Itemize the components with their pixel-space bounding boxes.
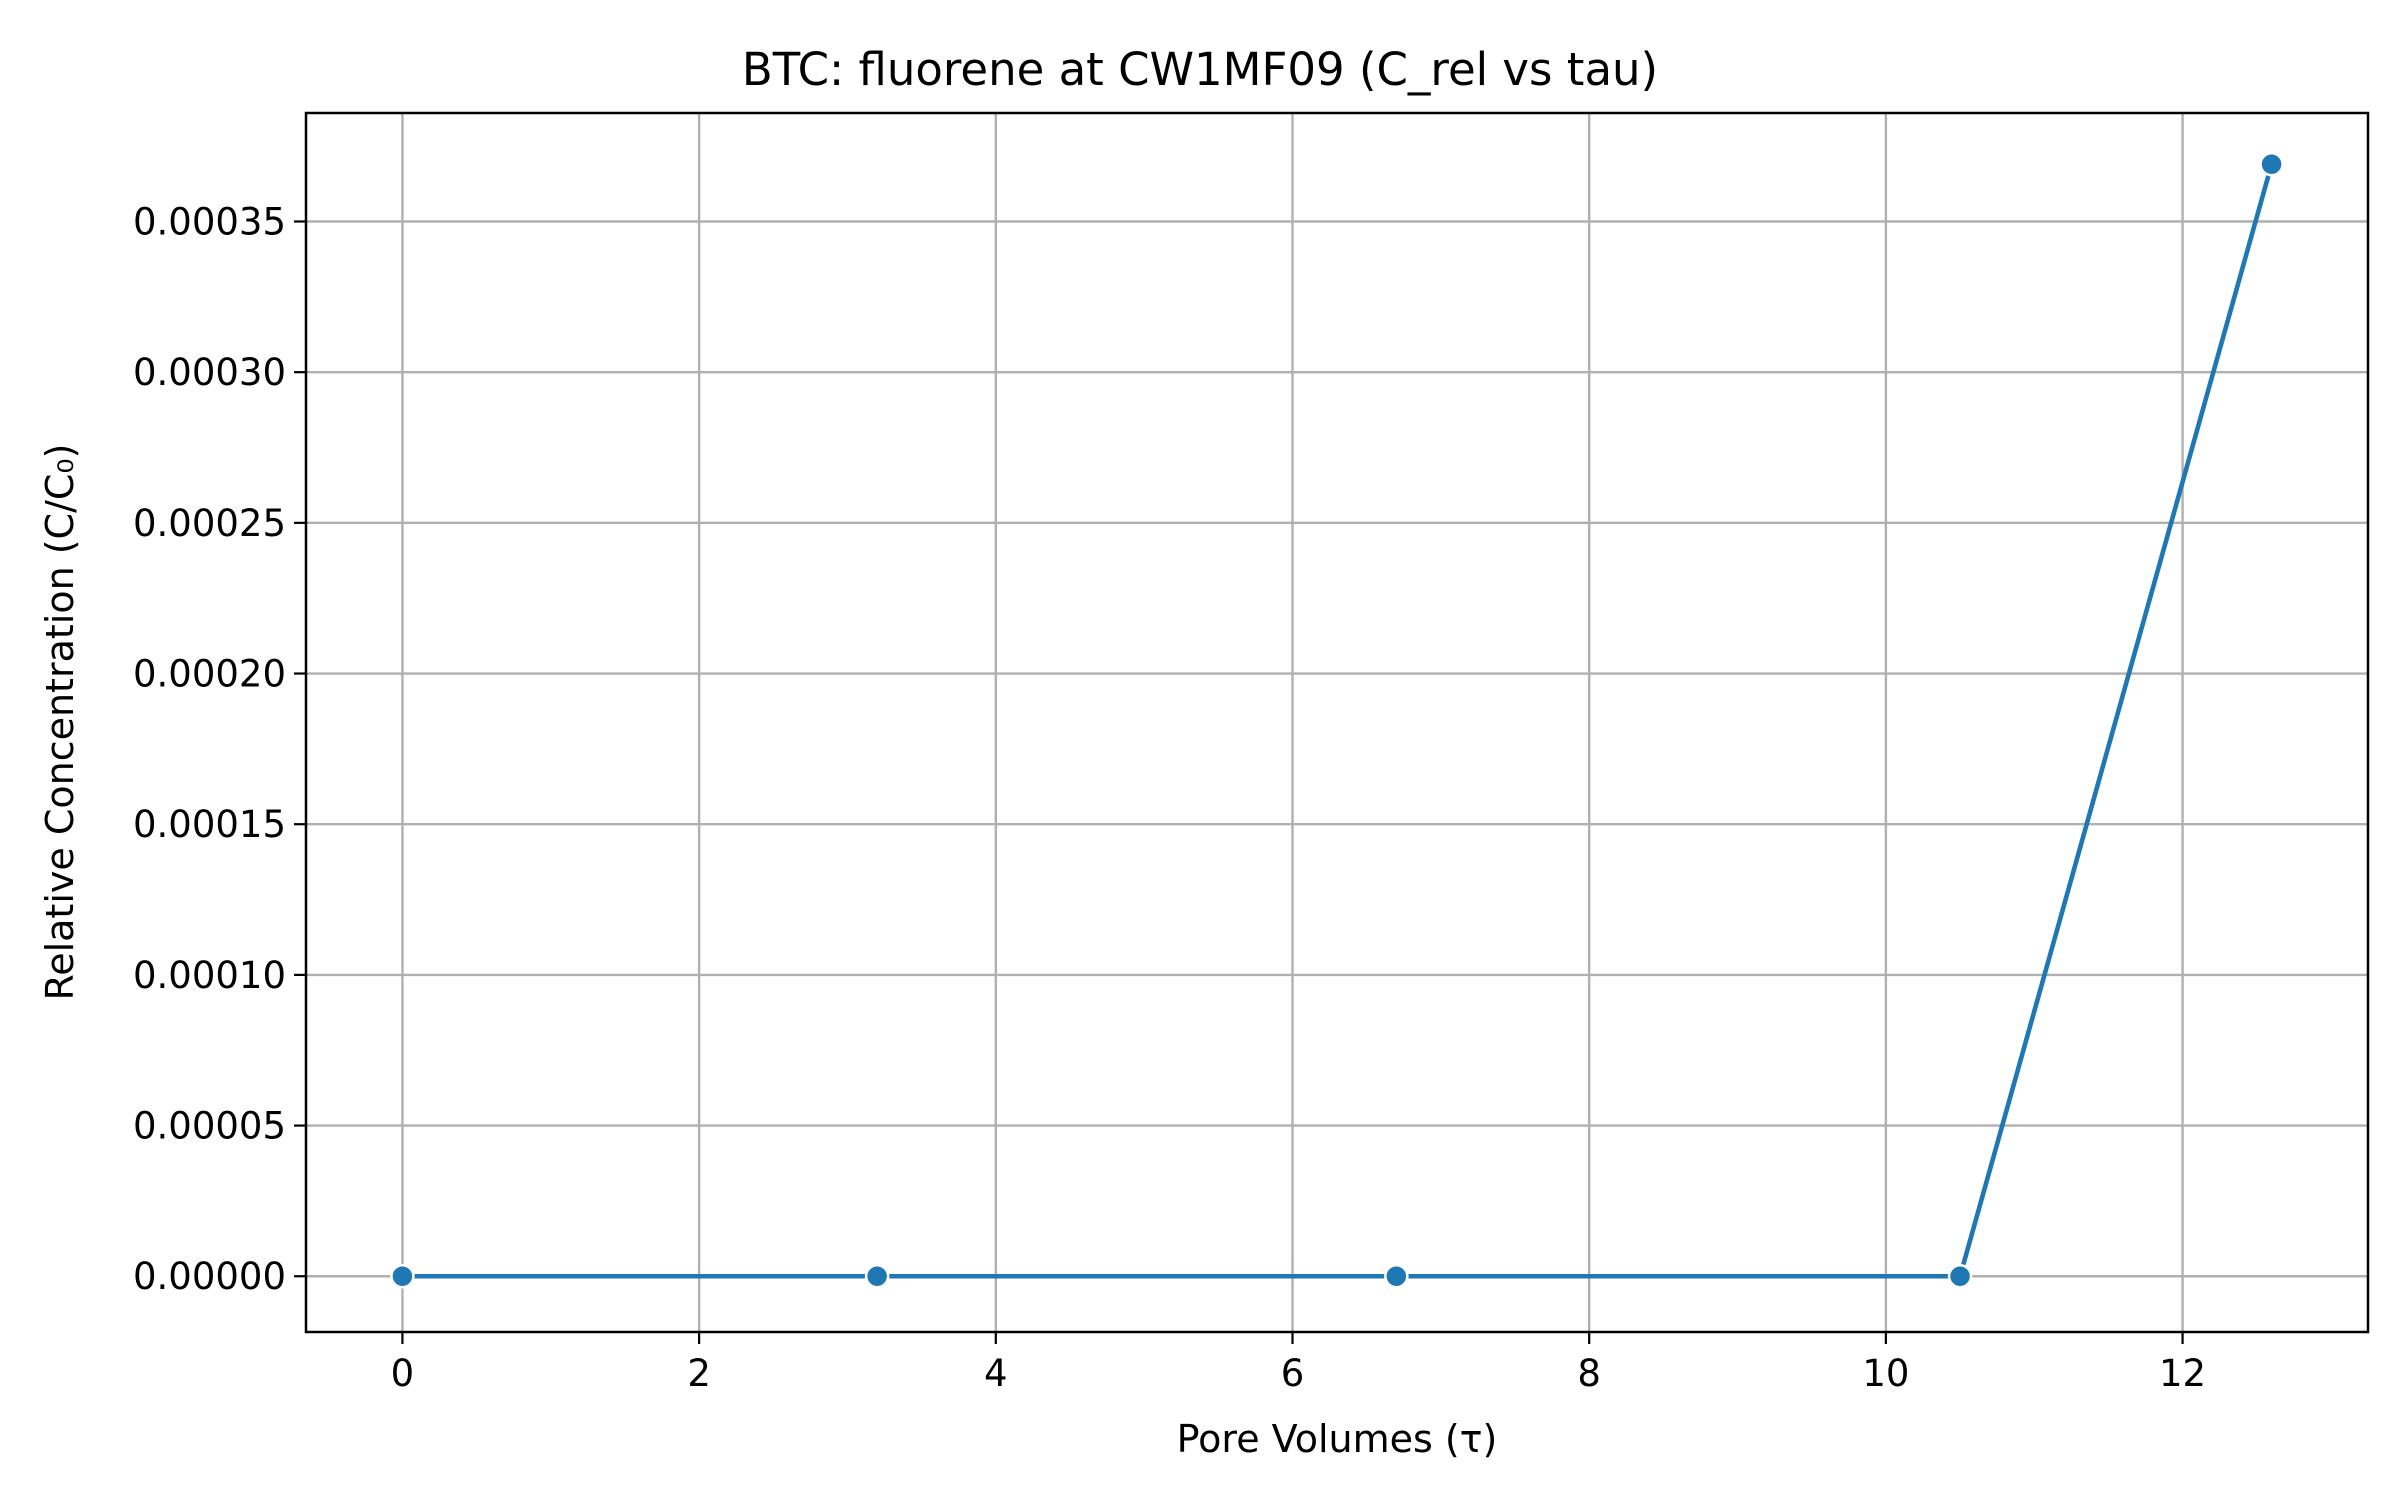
data-point — [390, 1263, 415, 1289]
x-tick-label: 12 — [2159, 1352, 2206, 1395]
data-point — [1947, 1263, 1973, 1289]
y-tick-label: 0.00020 — [133, 653, 286, 696]
data-series — [390, 151, 2284, 1289]
chart-title: BTC: fluorene at CW1MF09 (C_rel vs tau) — [742, 43, 1658, 96]
x-axis-ticks: 0 2 4 6 8 10 12 — [391, 1332, 2206, 1395]
x-tick-label: 2 — [687, 1352, 711, 1395]
x-tick-label: 6 — [1281, 1352, 1305, 1395]
x-tick-label: 4 — [984, 1352, 1008, 1395]
y-tick-label: 0.00000 — [133, 1255, 286, 1298]
y-tick-label: 0.00010 — [133, 954, 286, 997]
y-tick-label: 0.00030 — [133, 351, 286, 394]
y-tick-label: 0.00025 — [133, 502, 286, 545]
y-tick-label: 0.00035 — [133, 200, 286, 243]
x-tick-label: 10 — [1862, 1352, 1909, 1395]
x-tick-label: 0 — [391, 1352, 415, 1395]
y-axis-ticks: 0.00000 0.00005 0.00010 0.00015 0.00020 0.000… — [133, 200, 306, 1298]
x-tick-label: 8 — [1577, 1352, 1601, 1395]
x-axis-label: Pore Volumes (τ) — [1177, 1417, 1498, 1461]
data-point — [2259, 151, 2284, 177]
y-axis-label: Relative Concentration (C/C₀) — [38, 444, 82, 1001]
data-point — [1384, 1263, 1409, 1289]
data-point — [864, 1263, 890, 1289]
y-tick-label: 0.00015 — [133, 803, 286, 846]
y-tick-label: 0.00005 — [133, 1105, 286, 1148]
plot-frame — [304, 111, 2370, 1334]
